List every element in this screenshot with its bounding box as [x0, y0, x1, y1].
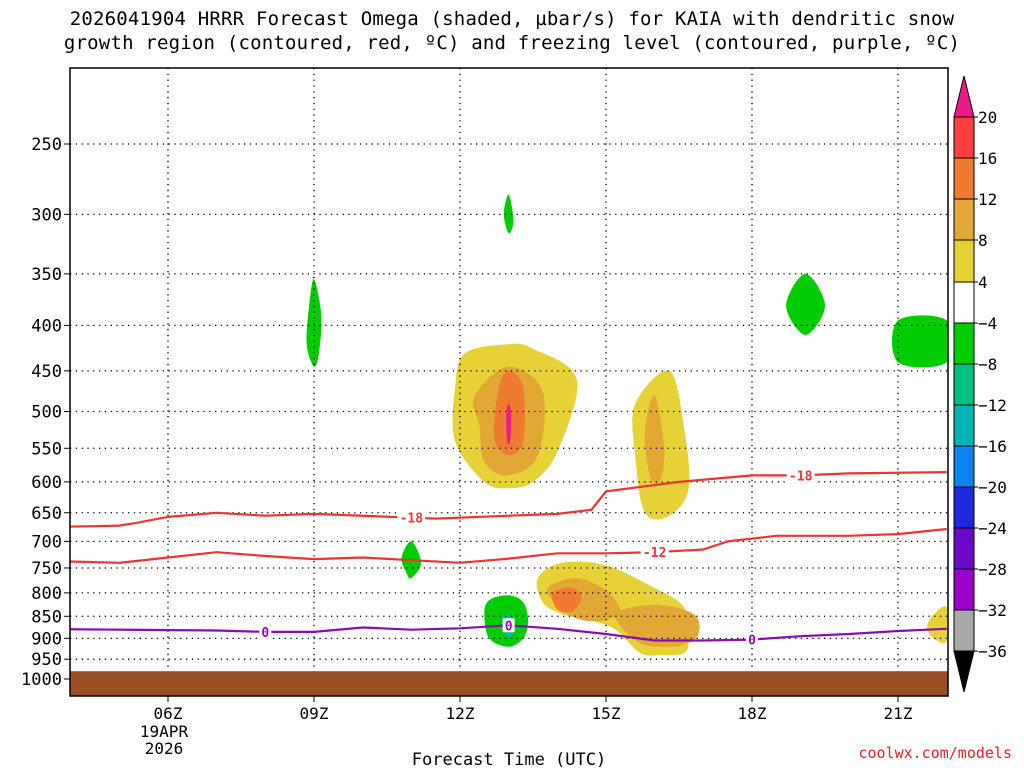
- y-tick-label-900: 900: [31, 629, 62, 649]
- omega-region-neg4-2: [786, 273, 825, 335]
- omega-region-neg4-0: [306, 279, 322, 367]
- contour-label-bg-2-2: [746, 632, 758, 647]
- ground-fill: [70, 671, 948, 696]
- grid-lines: [70, 68, 948, 696]
- x-tick-label-06Z: 06Z: [154, 704, 183, 723]
- x-tick-label-09Z: 09Z: [300, 704, 329, 723]
- x-tick-date: 19APR: [140, 722, 189, 741]
- y-tick-label-400: 400: [31, 316, 62, 336]
- ground-layer: [70, 671, 948, 696]
- contour-label-2-1: 0: [505, 619, 513, 634]
- colorbar: 20 16 12 8 4 −4 −8 −12 −16 −20 −24 −28 −32 −36: [953, 75, 1007, 693]
- omega-region-12-3: [615, 604, 700, 648]
- colorbar-box-4: [953, 281, 975, 324]
- y-tick-label-850: 850: [31, 607, 62, 627]
- y-tick-label-350: 350: [31, 265, 62, 285]
- contour-line-0: [70, 471, 947, 528]
- y-tick-label-750: 750: [31, 559, 62, 579]
- colorbar-box-0: [953, 116, 975, 159]
- y-axis: 2503003504004505005506006507007508008509…: [21, 135, 70, 690]
- y-tick-label-600: 600: [31, 473, 62, 493]
- colorbar-box-6: [953, 363, 975, 406]
- colorbar-box-12: [953, 609, 975, 652]
- colorbar-label-8: −16: [978, 437, 1007, 456]
- y-tick-label-450: 450: [31, 362, 62, 382]
- contour-label-bg-0-0: [397, 510, 426, 525]
- colorbar-under-triangle: [953, 650, 975, 693]
- colorbar-label-2: 12: [978, 190, 997, 209]
- omega-region-20-0: [506, 403, 512, 445]
- colorbar-label-9: −20: [978, 478, 1007, 497]
- y-tick-label-700: 700: [31, 532, 62, 552]
- x-tick-label-21Z: 21Z: [884, 704, 913, 723]
- contour-label-1-0: -12: [643, 546, 666, 561]
- temperature-contours: -18 -18 -12 0 0 0: [70, 468, 947, 649]
- colorbar-box-8: [953, 445, 975, 488]
- contour-line-1: [70, 527, 947, 564]
- chart-title-line1: 2026041904 HRRR Forecast Omega (shaded, …: [69, 8, 955, 30]
- colorbar-box-1: [953, 157, 975, 200]
- colorbar-label-12: −32: [978, 601, 1007, 620]
- omega-shading: [133, 194, 948, 664]
- colorbar-box-5: [953, 322, 975, 365]
- contour-label-bg-2-1: [502, 618, 515, 633]
- credit-text: coolwx.com/models: [858, 744, 1012, 762]
- colorbar-label-4: 4: [978, 273, 988, 292]
- y-tick-label-550: 550: [31, 439, 62, 459]
- contour-label-bg-2-0: [259, 624, 272, 639]
- plot-frame: [69, 67, 949, 697]
- colorbar-label-0: 20: [978, 108, 997, 127]
- colorbar-box-2: [953, 198, 975, 241]
- contour-label-0-0: -18: [400, 512, 424, 527]
- colorbar-label-3: 8: [978, 231, 988, 250]
- omega-region-4-3: [406, 625, 467, 660]
- omega-region-8-3: [927, 606, 948, 644]
- omega-region-12-1: [644, 395, 665, 485]
- colorbar-box-7: [953, 404, 975, 447]
- colorbar-box-10: [953, 527, 975, 570]
- x-tick-label-18Z: 18Z: [738, 704, 767, 723]
- y-tick-label-500: 500: [31, 403, 62, 423]
- colorbar-label-5: −4: [978, 314, 997, 333]
- omega-region-neg4-3: [891, 315, 948, 368]
- x-tick-year: 2026: [145, 739, 184, 758]
- x-tick-label-12Z: 12Z: [446, 704, 475, 723]
- colorbar-label-7: −12: [978, 396, 1007, 415]
- x-tick-label-15Z: 15Z: [592, 704, 621, 723]
- y-tick-label-800: 800: [31, 584, 62, 604]
- contour-label-bg-1-0: [640, 545, 669, 560]
- y-tick-label-300: 300: [31, 205, 62, 225]
- colorbar-label-1: 16: [978, 149, 997, 168]
- colorbar-label-13: −36: [978, 642, 1007, 661]
- colorbar-box-9: [953, 486, 975, 529]
- contour-label-0-1: -18: [789, 469, 813, 484]
- omega-region-16-1: [551, 587, 582, 613]
- colorbar-box-11: [953, 568, 975, 611]
- colorbar-over-triangle: [953, 75, 975, 118]
- y-tick-label-650: 650: [31, 504, 62, 524]
- colorbar-label-10: −24: [978, 519, 1007, 538]
- colorbar-label-11: −28: [978, 560, 1007, 579]
- y-tick-label-1000: 1000: [21, 670, 62, 690]
- contour-label-2-0: 0: [261, 626, 269, 641]
- y-tick-label-250: 250: [31, 135, 62, 155]
- chart-title-line2: growth region (contoured, red, ºC) and f…: [63, 32, 961, 54]
- x-axis-label: Forecast Time (UTC): [412, 750, 606, 768]
- y-tick-label-950: 950: [31, 650, 62, 670]
- colorbar-label-6: −8: [978, 355, 997, 374]
- omega-region-neg4-1: [503, 194, 514, 234]
- contour-line-2: [70, 624, 947, 642]
- contour-label-2-2: 0: [748, 634, 756, 649]
- colorbar-box-3: [953, 239, 975, 283]
- contour-label-bg-0-1: [786, 468, 815, 483]
